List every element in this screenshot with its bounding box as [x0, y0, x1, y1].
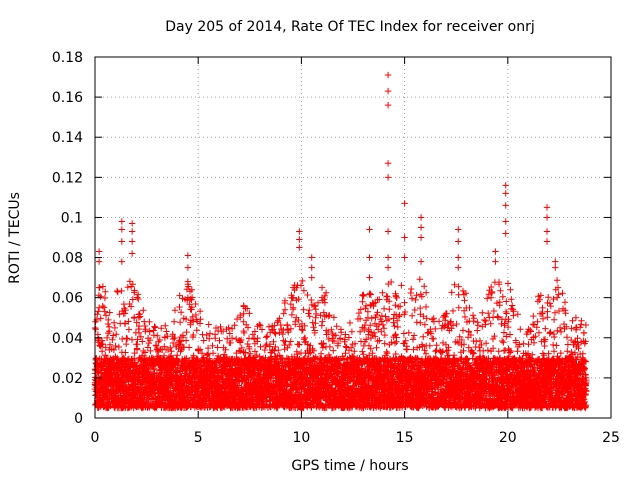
- data-point: [296, 236, 303, 243]
- x-tick-label: 0: [91, 430, 100, 446]
- data-point: [118, 226, 126, 233]
- data-point: [289, 294, 297, 301]
- y-tick-label: 0.08: [52, 251, 83, 267]
- chart-title: Day 205 of 2014, Rate Of TEC Index for r…: [165, 19, 534, 35]
- data-point: [502, 202, 509, 209]
- x-tick-label: 5: [194, 430, 203, 446]
- data-point: [366, 226, 373, 233]
- y-tick-label: 0.12: [52, 170, 83, 186]
- data-point: [384, 160, 392, 167]
- data-point: [492, 258, 499, 265]
- axis-ticks: 0 5 10 15 20 25 0 0.02 0.04 0.06 0.08 0.1 0.12 0.14 0.…: [52, 50, 620, 446]
- x-tick-label: 20: [499, 430, 517, 446]
- x-tick-label: 15: [396, 430, 414, 446]
- data-point: [384, 71, 392, 79]
- data-point-cloud: [91, 276, 590, 412]
- y-tick-label: 0.14: [52, 130, 83, 146]
- data-point: [118, 258, 126, 265]
- data-point: [289, 304, 297, 311]
- plot-frame: [94, 56, 612, 419]
- data-point: [95, 304, 103, 311]
- data-point: [401, 200, 408, 207]
- data-point: [543, 238, 551, 245]
- data-point: [366, 254, 373, 261]
- data-point: [543, 228, 551, 235]
- data-point: [384, 174, 392, 181]
- data-point: [240, 302, 247, 309]
- data-point: [572, 314, 580, 321]
- data-point: [308, 274, 315, 281]
- data-point: [384, 101, 392, 109]
- x-tick-label: 10: [292, 430, 310, 446]
- y-tick-label: 0.02: [52, 371, 83, 387]
- data-point: [384, 254, 392, 261]
- data-point: [455, 226, 462, 233]
- data-point: [128, 250, 136, 257]
- data-point: [184, 294, 192, 301]
- data-point: [308, 254, 315, 261]
- data-point: [118, 238, 126, 245]
- data-point: [384, 228, 392, 235]
- data-point: [384, 87, 392, 95]
- data-point: [240, 310, 247, 317]
- y-tick-label: 0.18: [52, 50, 83, 66]
- data-points: [91, 71, 590, 412]
- data-point: [543, 214, 551, 221]
- data-point: [318, 294, 326, 301]
- data-point: [552, 258, 559, 265]
- data-point: [128, 228, 136, 235]
- data-point: [95, 258, 103, 265]
- data-point: [502, 182, 509, 189]
- y-tick-label: 0.1: [61, 210, 83, 226]
- data-point: [318, 284, 326, 291]
- data-point: [543, 204, 551, 211]
- data-point: [552, 264, 559, 271]
- data-point: [492, 248, 499, 255]
- x-tick-label: 25: [602, 430, 620, 446]
- data-point: [95, 248, 103, 255]
- data-point: [502, 190, 509, 197]
- data-point: [455, 254, 462, 261]
- data-point: [455, 238, 462, 245]
- data-point: [417, 214, 425, 221]
- data-point: [128, 238, 136, 245]
- data-point: [296, 244, 303, 251]
- data-point: [417, 224, 425, 231]
- data-point: [417, 234, 425, 241]
- y-tick-label: 0.16: [52, 90, 83, 106]
- data-point: [308, 264, 315, 271]
- data-point: [502, 218, 509, 225]
- data-point: [455, 264, 462, 271]
- data-point: [184, 264, 192, 271]
- data-point: [502, 230, 509, 237]
- data-point: [184, 252, 192, 259]
- data-point: [572, 324, 580, 331]
- data-point: [289, 284, 297, 291]
- data-point: [128, 220, 136, 227]
- data-point: [240, 318, 247, 325]
- data-point: [417, 258, 425, 265]
- data-point: [366, 274, 373, 281]
- y-tick-label: 0: [74, 411, 83, 427]
- x-axis-label: GPS time / hours: [291, 458, 408, 474]
- data-point: [95, 284, 103, 291]
- y-tick-label: 0.04: [52, 331, 83, 347]
- y-axis-label: ROTI / TECUs: [7, 192, 23, 284]
- data-point: [401, 234, 408, 241]
- data-point: [401, 254, 408, 261]
- data-point: [384, 264, 392, 271]
- data-point: [118, 218, 126, 225]
- data-point: [184, 278, 192, 285]
- y-tick-label: 0.06: [52, 291, 83, 307]
- data-point: [296, 228, 303, 235]
